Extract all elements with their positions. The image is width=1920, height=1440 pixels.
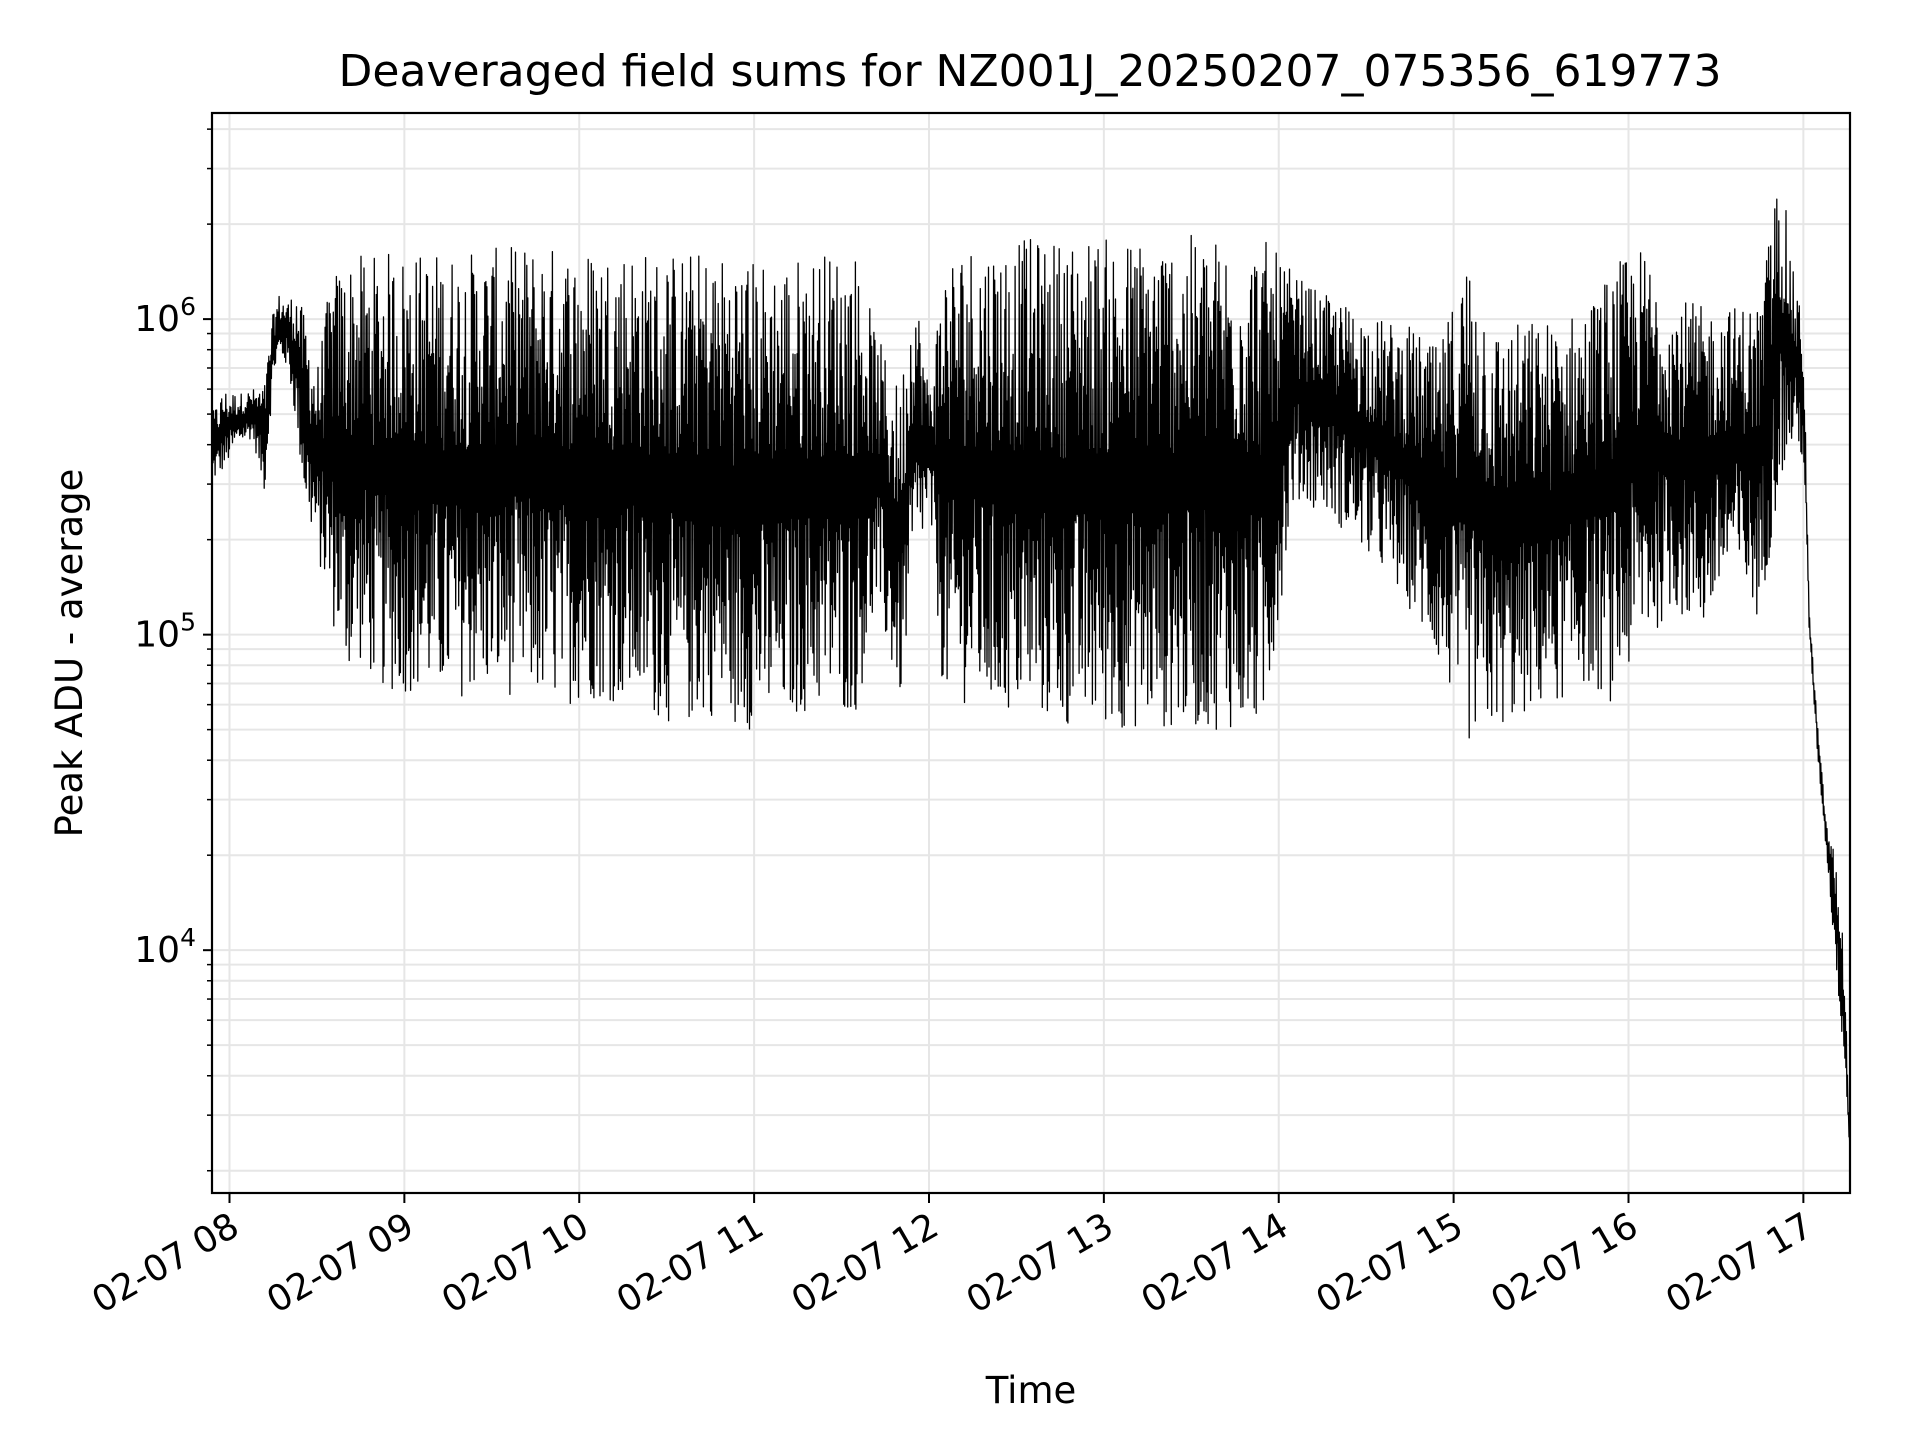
plot-frame (210, 111, 1852, 1195)
x-axis-label: Time (985, 1369, 1077, 1412)
chart-title: Deaveraged field sums for NZ001J_2025020… (339, 46, 1722, 97)
series-line (211, 198, 1851, 1157)
data-layer (211, 198, 1851, 1157)
y-axis-label: Peak ADU - average (48, 469, 91, 838)
y-tick-label: 104 (134, 923, 196, 971)
y-tick-label: 106 (134, 292, 196, 340)
y-tick-label: 105 (134, 608, 196, 656)
